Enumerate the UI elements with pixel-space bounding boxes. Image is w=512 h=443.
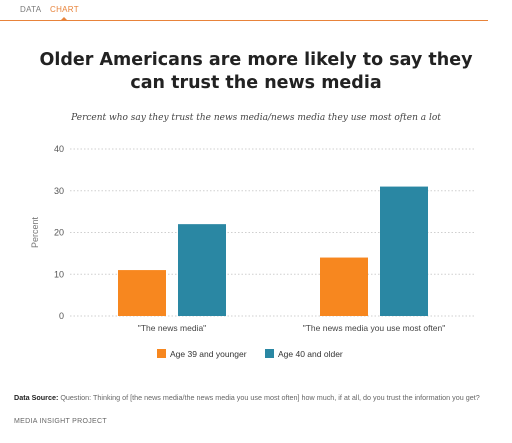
- y-tick-label: 40: [54, 144, 64, 154]
- legend-swatch: [265, 349, 274, 358]
- y-axis-title: Percent: [30, 216, 40, 248]
- y-tick-label: 20: [54, 228, 64, 238]
- data-source-label: Data Source:: [14, 393, 59, 402]
- active-tab-indicator: [60, 17, 68, 21]
- y-tick-label: 10: [54, 269, 64, 279]
- bar[interactable]: [118, 270, 166, 316]
- category-labels: "The news media" "The news media you use …: [138, 323, 446, 333]
- data-source-text: Question: Thinking of [the news media/th…: [60, 393, 480, 402]
- tab-data[interactable]: DATA: [20, 5, 42, 14]
- bars: [118, 186, 428, 316]
- y-axis-ticks: 0 10 20 30 40: [54, 144, 64, 321]
- chart-title: Older Americans are more likely to say t…: [39, 50, 473, 93]
- legend-label: Age 39 and younger: [170, 349, 247, 359]
- y-tick-label: 30: [54, 186, 64, 196]
- y-tick-label: 0: [59, 311, 64, 321]
- data-source: Data Source: Question: Thinking of [the …: [14, 393, 498, 403]
- legend-swatch: [157, 349, 166, 358]
- legend-label: Age 40 and older: [278, 349, 343, 359]
- source-organization: MEDIA INSIGHT PROJECT: [14, 418, 107, 425]
- view-tabs: DATA CHART: [0, 0, 488, 21]
- category-label: "The news media": [138, 323, 206, 333]
- bar[interactable]: [320, 257, 368, 316]
- category-label: "The news media you use most often": [303, 323, 446, 333]
- legend: Age 39 and younger Age 40 and older: [157, 349, 343, 359]
- chart-subtitle: Percent who say they trust the news medi…: [71, 113, 441, 123]
- bar[interactable]: [380, 186, 428, 316]
- bar[interactable]: [178, 224, 226, 316]
- tab-chart[interactable]: CHART: [50, 5, 79, 14]
